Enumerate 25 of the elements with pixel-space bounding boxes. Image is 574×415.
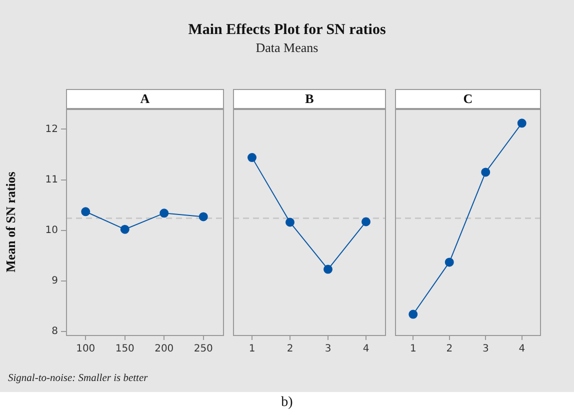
chart-subtitle: Data Means [254,40,320,56]
x-tick-label: 3 [482,344,489,355]
x-tick-label: 100 [76,344,96,355]
text: Signal-to-noise: Smaller is better [8,373,148,384]
x-tick-label: 3 [324,344,332,355]
x-axis-title: C [395,89,541,109]
x-tick-label: 4 [362,344,370,355]
x-axis-title: B [233,89,386,109]
x-tick-label: 1 [248,344,256,355]
y-tick-label: 11 [45,174,58,186]
x-axis-title: A [66,89,224,109]
x-tick-label: 2 [286,344,294,355]
y-axis-title: Mean of SN ratios [3,172,18,272]
y-tick-label: 12 [45,124,58,135]
y-tick-label: 10 [45,224,58,236]
x-tick-label: 200 [154,344,174,355]
x-tick-label: 250 [194,344,213,355]
x-tick-label: 2 [446,344,453,355]
x-tick-label: 4 [518,344,526,355]
x-tick-label: 1 [410,344,416,355]
y-tick-label: 9 [52,275,58,286]
x-tick-label: 150 [115,344,134,355]
chart-title: Main Effects Plot for SN ratios [187,22,387,39]
text: b) [280,395,294,411]
y-tick-label: 8 [52,326,58,338]
